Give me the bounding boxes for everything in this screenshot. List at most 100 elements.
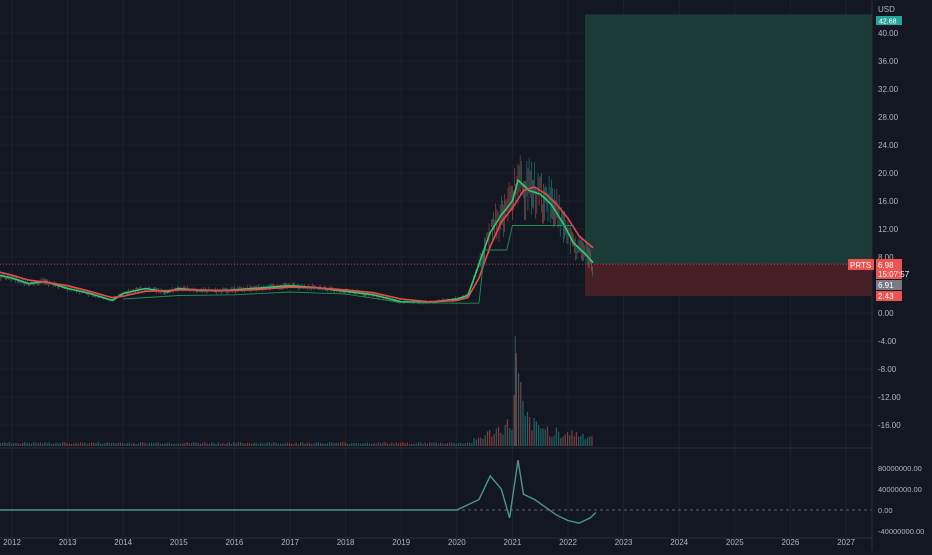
volume-bar xyxy=(193,442,195,446)
volume-bar xyxy=(208,443,211,446)
volume-bar xyxy=(28,443,30,446)
last-price-label: 6.98 xyxy=(878,261,894,270)
loss-zone xyxy=(585,264,872,296)
volume-bar xyxy=(340,442,342,446)
volume-bar xyxy=(44,442,46,446)
volume-bar xyxy=(84,442,86,446)
volume-bar xyxy=(533,417,535,446)
volume-bar xyxy=(42,443,44,446)
volume-bar xyxy=(522,400,524,446)
volume-bar xyxy=(589,436,591,446)
volume-bar xyxy=(204,442,206,446)
volume-bar xyxy=(135,443,137,446)
x-tick-label: 2014 xyxy=(114,538,132,547)
volume-bar xyxy=(126,442,128,446)
volume-bar xyxy=(130,443,133,446)
volume-bar xyxy=(199,443,202,446)
volume-bar xyxy=(295,442,297,446)
volume-bar xyxy=(48,442,50,446)
volume-bar xyxy=(462,443,464,446)
volume-bar xyxy=(449,442,451,446)
volume-bar xyxy=(133,443,135,446)
volume-bar xyxy=(471,443,473,446)
volume-bar xyxy=(473,438,475,446)
volume-bar xyxy=(115,443,117,446)
y-tick-label: -12.00 xyxy=(878,393,901,402)
volume-bar xyxy=(177,443,179,446)
volume-bar xyxy=(142,442,144,446)
volume-bar xyxy=(302,442,304,446)
volume-bar xyxy=(371,443,373,446)
y-tick-label: -16.00 xyxy=(878,421,901,430)
volume-bar xyxy=(324,443,326,446)
osc-tick-label: -40000000.00 xyxy=(878,527,924,536)
volume-bar xyxy=(580,435,582,446)
volume-bar xyxy=(1,442,4,446)
volume-bar xyxy=(502,434,504,446)
volume-bar xyxy=(235,443,237,446)
volume-bar xyxy=(59,443,62,446)
volume-bar xyxy=(297,443,299,446)
volume-bar xyxy=(155,442,157,446)
volume-bar xyxy=(219,443,222,446)
volume-bar xyxy=(555,427,557,446)
volume-bar xyxy=(182,443,184,446)
volume-bar xyxy=(175,443,177,446)
volume-bar xyxy=(362,443,364,446)
volume-bar xyxy=(566,432,569,446)
volume-bar xyxy=(26,443,28,446)
volume-bar xyxy=(17,443,19,446)
volume-bar xyxy=(455,443,457,446)
volume-bar xyxy=(524,415,526,446)
ma-value-label: 6.91 xyxy=(878,281,894,290)
volume-bar xyxy=(335,442,337,446)
volume-bar xyxy=(426,443,428,446)
volume-bar xyxy=(364,443,366,446)
volume-bar xyxy=(417,442,420,446)
ma-value-tag xyxy=(876,280,902,290)
volume-bar xyxy=(239,442,242,446)
volume-bar xyxy=(424,442,426,446)
x-tick-label: 2020 xyxy=(448,538,466,547)
volume-bar xyxy=(257,443,259,446)
volume-bar xyxy=(15,443,17,446)
volume-bar xyxy=(440,442,442,446)
x-tick-label: 2019 xyxy=(392,538,410,547)
volume-bar xyxy=(515,353,517,446)
volume-bar xyxy=(70,443,73,446)
volume-bar xyxy=(13,442,15,446)
volume-bar xyxy=(186,442,188,446)
volume-bar xyxy=(591,436,593,446)
volume-bar xyxy=(119,442,122,446)
volume-bar xyxy=(246,442,248,446)
volume-bar xyxy=(108,442,110,446)
volume-bar xyxy=(311,443,313,446)
volume-bar xyxy=(382,442,384,446)
volume-bar xyxy=(282,443,284,446)
volume-bar xyxy=(39,442,41,446)
volume-bar xyxy=(313,443,315,446)
volume-bar xyxy=(564,434,566,446)
volume-bar xyxy=(166,442,168,446)
volume-bar xyxy=(46,443,48,446)
volume-bar xyxy=(79,442,82,446)
volume-bar xyxy=(66,443,68,446)
volume-bar xyxy=(19,443,21,446)
volume-bar xyxy=(351,442,353,446)
stop-value-label: 2.43 xyxy=(878,292,894,301)
volume-bar xyxy=(411,443,413,446)
volume-bar xyxy=(333,443,335,446)
volume-bar xyxy=(77,443,79,446)
volume-bar xyxy=(484,435,486,446)
volume-bar xyxy=(213,443,215,446)
y-tick-label: 36.00 xyxy=(878,57,899,66)
volume-bar xyxy=(293,443,295,446)
y-tick-label: 20.00 xyxy=(878,169,899,178)
volume-bar xyxy=(264,443,266,446)
target-price-tag xyxy=(876,16,902,25)
volume-bar xyxy=(255,442,257,446)
volume-bar xyxy=(251,443,253,446)
volume-bar xyxy=(4,442,6,446)
